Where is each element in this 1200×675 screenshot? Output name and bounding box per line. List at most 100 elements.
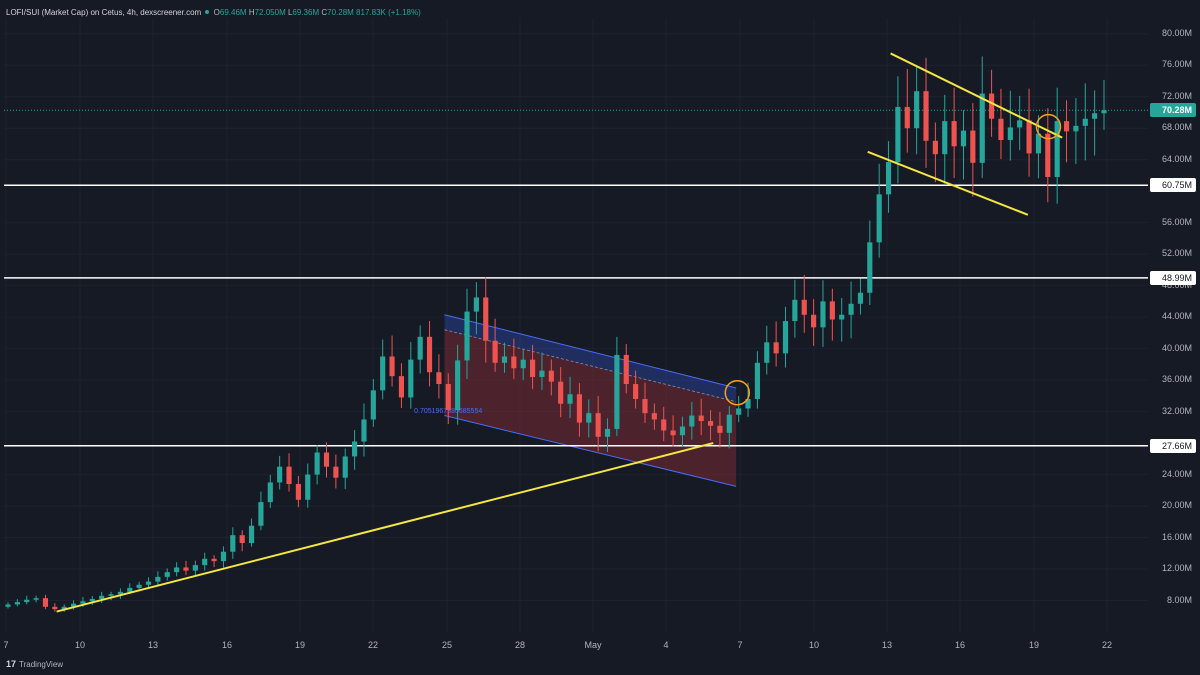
candle-body xyxy=(679,426,686,436)
time-tick-label: 7 xyxy=(3,640,9,650)
candle-body xyxy=(501,356,508,363)
candle-body xyxy=(914,91,920,129)
candle-body xyxy=(773,342,779,354)
candle-body xyxy=(398,376,405,398)
channel-upper-line xyxy=(444,314,737,389)
tradingview-footer[interactable]: 17 TradingView xyxy=(6,659,63,669)
candle-body xyxy=(942,121,948,155)
candle-body xyxy=(932,140,938,155)
candle-body xyxy=(717,425,723,433)
candle-body xyxy=(211,558,217,562)
price-tick-label: 68.00M xyxy=(1161,122,1192,133)
candle-body xyxy=(5,604,11,607)
high-value: 72.050M xyxy=(254,8,286,17)
time-tick-label: 22 xyxy=(1101,640,1113,650)
time-tick-label: 28 xyxy=(514,640,526,650)
candle-body xyxy=(642,398,648,414)
candle-body xyxy=(61,606,67,610)
candle-body xyxy=(511,356,517,369)
candle-body xyxy=(267,482,273,503)
candle-body xyxy=(230,535,236,552)
candle-body xyxy=(736,408,742,415)
candle-body xyxy=(89,598,95,602)
candle-body xyxy=(548,370,554,382)
candle-body xyxy=(248,525,255,544)
candle-body xyxy=(24,599,30,603)
open-key: O xyxy=(213,8,220,17)
candle-body xyxy=(370,390,376,420)
candle-body xyxy=(960,130,967,147)
time-tick-label: 19 xyxy=(294,640,306,650)
candle-body xyxy=(857,292,864,304)
candle-body xyxy=(361,419,367,442)
candle-body xyxy=(445,384,451,411)
price-tick-label: 52.00M xyxy=(1161,248,1192,259)
time-tick-label: 4 xyxy=(663,640,669,650)
symbol-title[interactable]: LOFI/SUI (Market Cap) on Cetus, 4h, dexs… xyxy=(6,8,202,17)
price-tick-label: 72.00M xyxy=(1161,90,1192,101)
price-tick-label: 64.00M xyxy=(1161,153,1192,164)
candle-body xyxy=(155,576,161,582)
support-trendline xyxy=(56,442,714,613)
candle-body xyxy=(1026,120,1032,154)
candle-body xyxy=(145,581,152,585)
price-tick-label: 36.00M xyxy=(1161,374,1192,385)
candle-body xyxy=(202,558,208,566)
candle-body xyxy=(539,370,545,377)
candle-body xyxy=(464,311,470,361)
candle-body xyxy=(792,299,798,322)
candle-body xyxy=(989,93,995,119)
price-tick-label: 8.00M xyxy=(1166,594,1192,605)
candle-body xyxy=(70,603,77,607)
candle-body xyxy=(426,336,433,373)
candle-body xyxy=(970,130,976,163)
candle-body xyxy=(455,360,461,411)
candle-body xyxy=(492,340,498,363)
falling-wedge-bottom-line xyxy=(867,150,1029,216)
change-value: 817.83K (+1.18%) xyxy=(356,8,421,17)
candle-body xyxy=(183,567,189,571)
horizontal-level-label: 60.75M xyxy=(1150,178,1196,193)
candle-body xyxy=(408,359,414,398)
candle-body xyxy=(1082,118,1088,126)
time-tick-label: 13 xyxy=(147,640,159,650)
candle-body xyxy=(745,398,751,409)
candle-body xyxy=(1073,125,1079,132)
time-tick-label: 22 xyxy=(367,640,379,650)
candle-body xyxy=(633,384,639,399)
candle-body xyxy=(614,354,620,429)
candle-body xyxy=(80,601,86,604)
candle-body xyxy=(305,474,311,500)
candle-body xyxy=(576,394,582,423)
price-tick-label: 44.00M xyxy=(1161,311,1192,322)
candle-body xyxy=(127,587,133,592)
candle-body xyxy=(876,194,882,243)
horizontal-level-label: 27.66M xyxy=(1150,438,1196,453)
candle-body xyxy=(295,484,301,500)
candle-body xyxy=(707,421,714,426)
candle-body xyxy=(473,297,479,312)
candle-body xyxy=(726,414,732,433)
candle-body xyxy=(342,456,348,478)
price-tick-label: 20.00M xyxy=(1161,500,1192,511)
candle-body xyxy=(417,336,423,360)
time-tick-label: 10 xyxy=(74,640,86,650)
time-tick-label: 7 xyxy=(737,640,743,650)
candle-body xyxy=(108,594,114,596)
candle-body xyxy=(277,466,283,483)
candle-body xyxy=(1063,121,1070,132)
candle-body xyxy=(904,106,910,129)
candle-body xyxy=(895,106,901,163)
candle-body xyxy=(1054,121,1060,178)
candle-body xyxy=(42,598,49,607)
channel-upper-zone xyxy=(444,314,737,402)
candle-body xyxy=(604,428,611,437)
status-dot-icon xyxy=(205,10,210,14)
candle-body xyxy=(1035,133,1042,154)
candle-body xyxy=(1092,113,1098,119)
candle-body xyxy=(764,342,770,363)
candle-body xyxy=(979,93,985,163)
price-tick-label: 56.00M xyxy=(1161,216,1192,227)
